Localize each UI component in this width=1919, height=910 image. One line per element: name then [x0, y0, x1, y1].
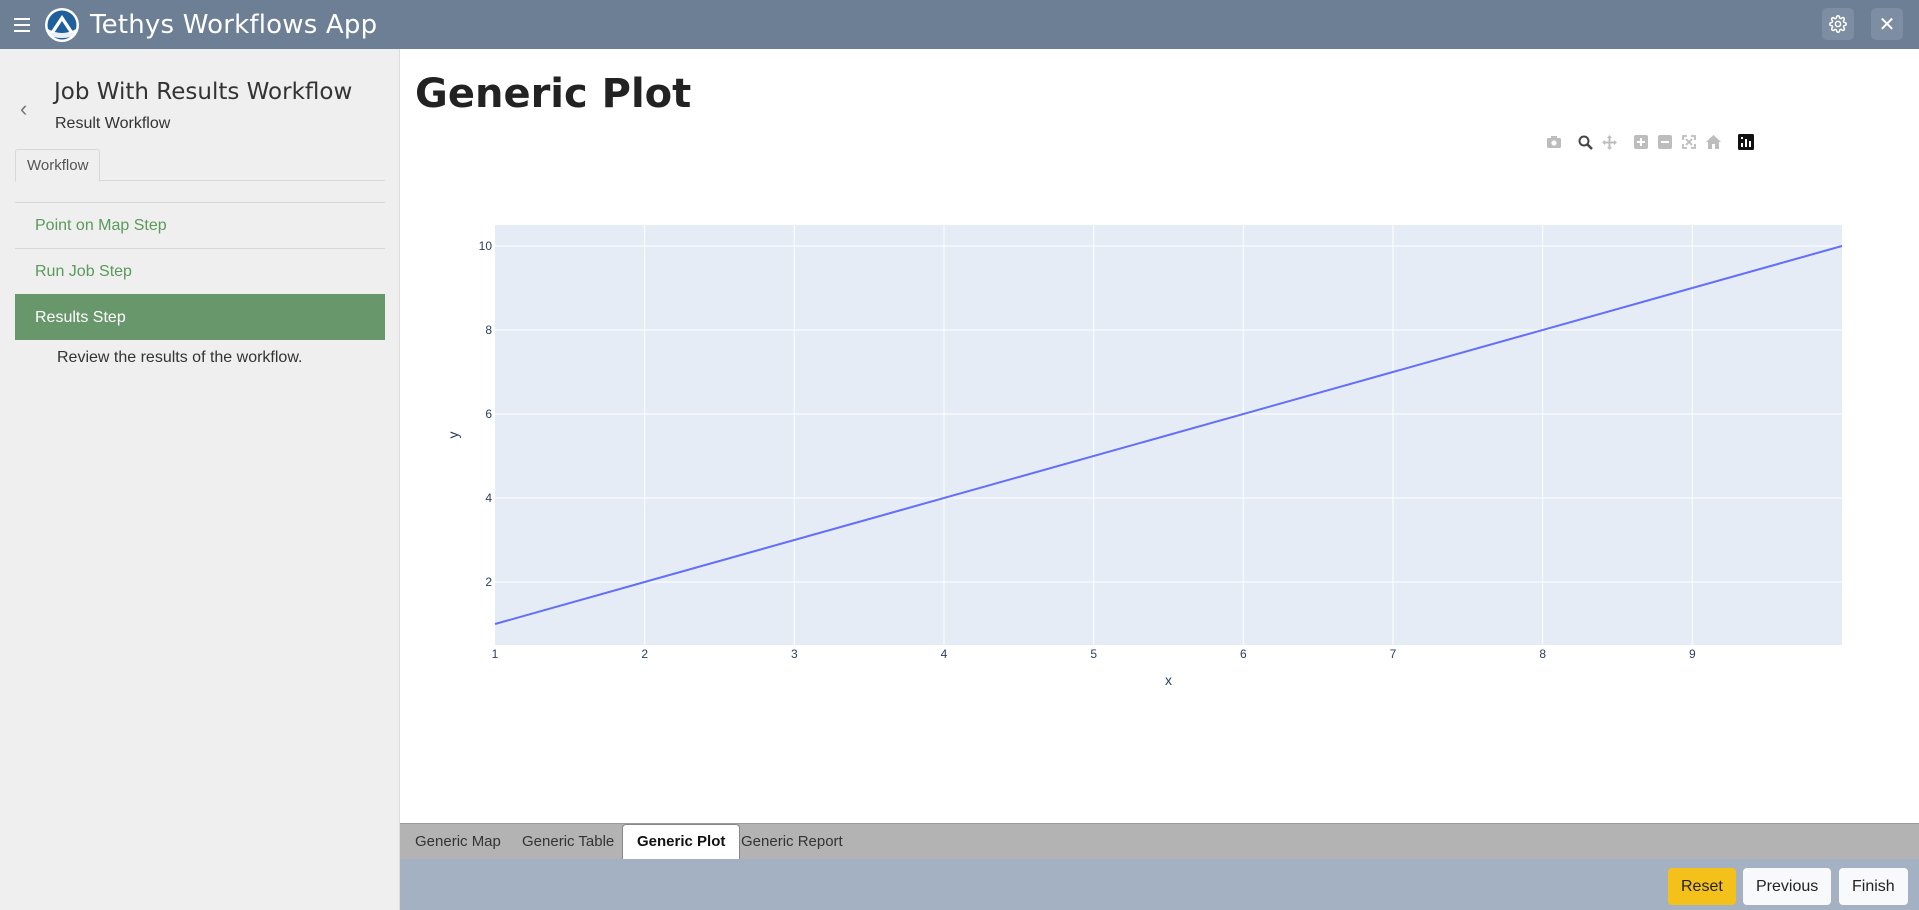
plot-modebar — [400, 133, 1919, 153]
y-axis-label: y — [445, 432, 461, 439]
close-app-button[interactable]: ✕ — [1871, 8, 1903, 40]
zoom-icon[interactable] — [1576, 133, 1594, 151]
settings-button[interactable] — [1822, 8, 1854, 40]
x-tick-label: 9 — [1689, 647, 1696, 661]
camera-icon[interactable] — [1545, 133, 1563, 151]
back-arrow-icon[interactable]: ‹ — [20, 96, 28, 121]
y-tick-label: 10 — [479, 239, 493, 253]
workflow-steps-list: Point on Map Step Run Job Step Results S… — [15, 202, 385, 367]
x-tick-label: 5 — [1090, 647, 1097, 661]
reset-axes-icon[interactable] — [1704, 133, 1722, 151]
series-line[interactable] — [494, 245, 1843, 625]
autoscale-icon[interactable] — [1680, 133, 1698, 151]
results-tabbar: Generic Map Generic Table Generic Plot G… — [400, 823, 1919, 860]
top-navbar: Tethys Workflows App ✕ — [0, 0, 1919, 49]
x-axis-label: x — [1165, 672, 1172, 688]
gear-icon — [1829, 15, 1847, 33]
y-tick-label: 2 — [485, 575, 492, 589]
workflow-title: Job With Results Workflow — [54, 79, 353, 105]
main-content: Generic Plot 1 2 3 4 5 6 7 8 9 2 4 6 8 10 x y — [400, 49, 1919, 823]
pan-icon[interactable] — [1600, 133, 1618, 151]
plotly-logo-icon[interactable] — [1737, 133, 1755, 151]
workflow-footer: Reset Previous Finish — [400, 859, 1919, 910]
app-logo-icon — [45, 7, 79, 42]
reset-button[interactable]: Reset — [1668, 868, 1736, 905]
zoom-out-icon[interactable] — [1656, 133, 1674, 151]
close-icon: ✕ — [1878, 13, 1896, 36]
tab-generic-report[interactable]: Generic Report — [741, 833, 843, 850]
x-tick-label: 1 — [492, 647, 499, 661]
x-tick-label: 2 — [641, 647, 648, 661]
x-tick-label: 8 — [1539, 647, 1546, 661]
y-tick-label: 8 — [485, 323, 492, 337]
step-point-on-map[interactable]: Point on Map Step — [15, 202, 385, 248]
step-run-job[interactable]: Run Job Step — [15, 248, 385, 294]
tab-generic-plot[interactable]: Generic Plot — [622, 824, 741, 860]
finish-button[interactable]: Finish — [1839, 868, 1908, 905]
line-chart[interactable]: 1 2 3 4 5 6 7 8 9 2 4 6 8 10 x y — [400, 49, 1919, 749]
x-tick-label: 7 — [1390, 647, 1397, 661]
workflow-sidebar: ‹ Job With Results Workflow Result Workf… — [0, 49, 400, 910]
x-tick-label: 6 — [1240, 647, 1247, 661]
step-description: Review the results of the workflow. — [57, 349, 303, 366]
x-tick-label: 4 — [941, 647, 948, 661]
page-title: Generic Plot — [415, 71, 692, 117]
y-tick-label: 6 — [485, 407, 492, 421]
previous-button[interactable]: Previous — [1743, 868, 1832, 905]
tab-generic-map[interactable]: Generic Map — [415, 833, 501, 850]
sidebar-tabbar: Workflow — [15, 149, 385, 182]
app-title: Tethys Workflows App — [90, 9, 378, 40]
step-results[interactable]: Results Step — [15, 294, 385, 340]
tab-generic-table[interactable]: Generic Table — [522, 833, 615, 850]
workflow-subtitle: Result Workflow — [55, 115, 171, 132]
menu-toggle-button[interactable] — [0, 0, 44, 49]
x-tick-label: 3 — [791, 647, 798, 661]
tab-workflow[interactable]: Workflow — [15, 149, 101, 182]
zoom-in-icon[interactable] — [1632, 133, 1650, 151]
y-tick-label: 4 — [485, 491, 492, 505]
